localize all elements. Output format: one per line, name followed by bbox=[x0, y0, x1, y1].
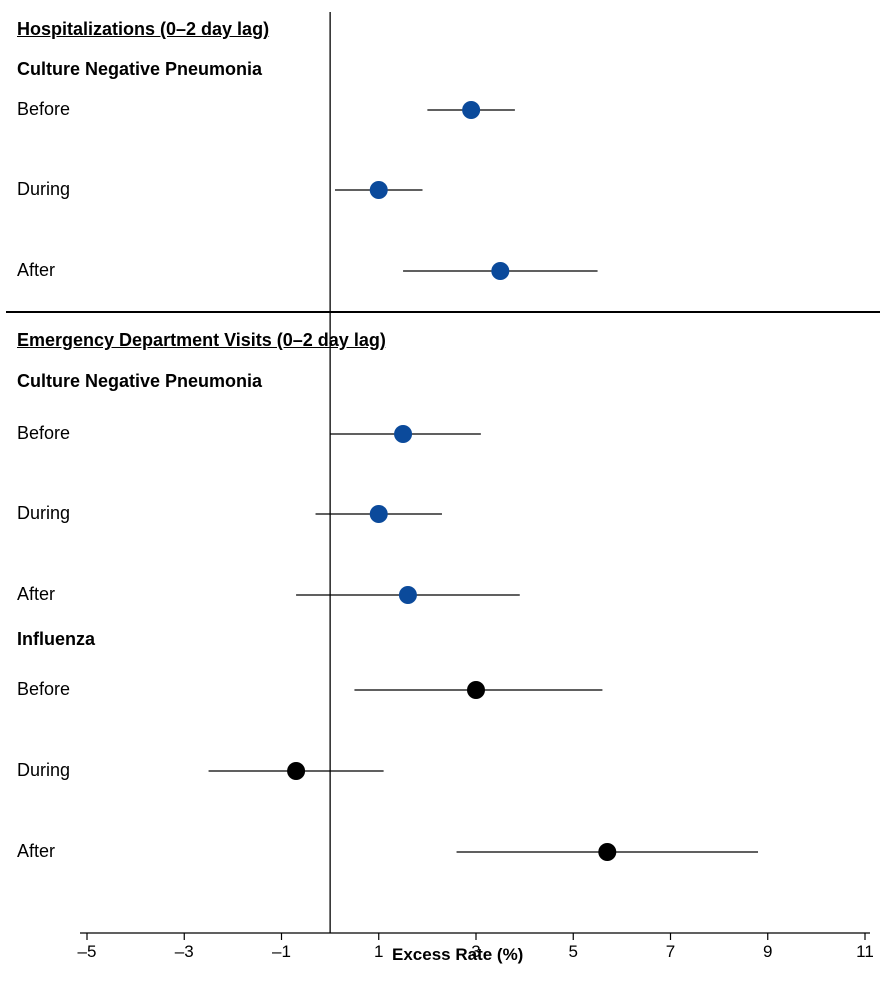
point-estimate bbox=[467, 681, 485, 699]
point-estimate bbox=[287, 762, 306, 780]
point-estimate bbox=[398, 586, 417, 604]
x-tick-label: 9 bbox=[763, 942, 773, 961]
point-estimate bbox=[462, 101, 481, 119]
row-label: During bbox=[17, 760, 71, 780]
row-label: After bbox=[17, 841, 56, 861]
x-tick-label: 3 bbox=[471, 942, 481, 961]
row-label: Before bbox=[17, 679, 71, 699]
point-estimate bbox=[369, 505, 388, 523]
row-label: Before bbox=[17, 423, 71, 443]
row-label: After bbox=[17, 584, 56, 604]
point-estimate bbox=[394, 425, 413, 443]
group-label: Culture Negative Pneumonia bbox=[17, 59, 263, 79]
point-estimate bbox=[598, 843, 617, 861]
panel-title: Emergency Department Visits (0–2 day lag… bbox=[17, 330, 386, 350]
x-tick-label: –5 bbox=[77, 942, 97, 961]
x-tick-label: 5 bbox=[568, 942, 578, 961]
x-tick-label: –1 bbox=[272, 942, 291, 961]
row-label: During bbox=[17, 503, 71, 523]
x-tick-label: 11 bbox=[856, 942, 874, 961]
row-label: Before bbox=[17, 99, 71, 119]
point-estimate bbox=[369, 181, 388, 199]
x-tick-label: 1 bbox=[374, 942, 384, 961]
x-axis-label: Excess Rate (%) bbox=[392, 945, 524, 964]
point-estimate bbox=[491, 262, 510, 280]
group-label: Culture Negative Pneumonia bbox=[17, 371, 263, 391]
group-label: Influenza bbox=[17, 629, 96, 649]
row-label: After bbox=[17, 260, 56, 280]
row-label: During bbox=[17, 179, 71, 199]
x-tick-label: 7 bbox=[665, 942, 676, 961]
panel-title: Hospitalizations (0–2 day lag) bbox=[17, 19, 270, 39]
x-tick-label: –3 bbox=[174, 942, 194, 961]
